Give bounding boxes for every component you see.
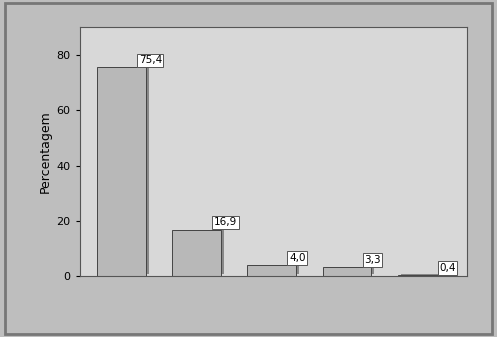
Bar bbox=[175, 229, 224, 274]
Bar bbox=[401, 274, 450, 275]
Bar bbox=[248, 265, 296, 276]
Bar bbox=[100, 67, 149, 274]
Text: 4,0: 4,0 bbox=[289, 253, 306, 263]
Bar bbox=[326, 267, 374, 274]
Bar bbox=[97, 67, 146, 276]
Bar bbox=[398, 275, 446, 276]
Bar bbox=[250, 265, 299, 274]
Bar bbox=[172, 229, 221, 276]
Text: 75,4: 75,4 bbox=[139, 55, 162, 65]
Y-axis label: Percentagem: Percentagem bbox=[39, 110, 52, 193]
Text: 0,4: 0,4 bbox=[439, 263, 456, 273]
Text: 16,9: 16,9 bbox=[214, 217, 237, 227]
Text: 3,3: 3,3 bbox=[364, 255, 381, 265]
Bar bbox=[323, 267, 371, 276]
